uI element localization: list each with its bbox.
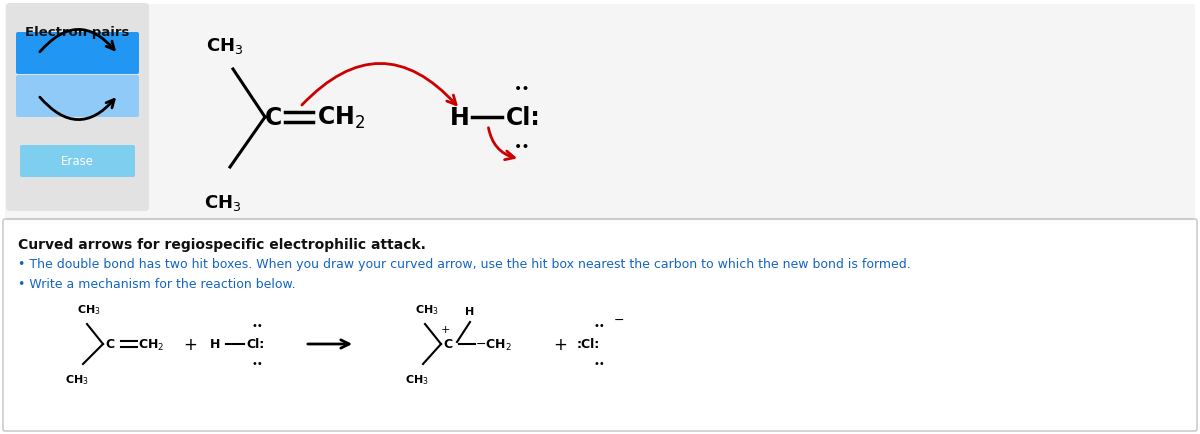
FancyBboxPatch shape [5,5,1195,220]
Text: $-$CH$_2$: $-$CH$_2$ [475,337,512,352]
Text: CH$_3$: CH$_3$ [77,302,101,316]
Text: CH$_3$: CH$_3$ [406,372,428,386]
FancyArrowPatch shape [488,128,515,160]
Text: +: + [553,335,566,353]
Text: H: H [466,306,475,316]
FancyBboxPatch shape [20,146,134,178]
Text: H: H [210,338,221,351]
Text: CH$_3$: CH$_3$ [415,302,439,316]
Text: +: + [184,335,197,353]
Text: Erase: Erase [60,155,94,168]
FancyBboxPatch shape [16,33,139,75]
Text: ••: •• [514,82,530,96]
Text: ••: •• [251,358,263,368]
Text: C: C [265,106,282,130]
Text: Cl:: Cl: [506,106,541,130]
Text: +: + [440,324,450,334]
Text: C: C [443,338,452,351]
Text: Curved arrows for regiospecific electrophilic attack.: Curved arrows for regiospecific electrop… [18,237,426,251]
Text: Cl:: Cl: [246,338,264,351]
Text: CH$_2$: CH$_2$ [138,337,164,352]
Text: • The double bond has two hit boxes. When you draw your curved arrow, use the hi: • The double bond has two hit boxes. Whe… [18,257,911,270]
Text: ••: •• [514,140,530,154]
Text: CH$_2$: CH$_2$ [317,105,365,131]
Text: ••: •• [593,358,605,368]
Text: H: H [450,106,469,130]
Text: Electron pairs: Electron pairs [25,26,130,39]
Text: • Write a mechanism for the reaction below.: • Write a mechanism for the reaction bel… [18,277,295,290]
Text: C: C [106,338,114,351]
FancyBboxPatch shape [6,4,149,211]
Text: ••: •• [251,320,263,330]
Text: −: − [613,313,624,326]
Text: ••: •• [593,320,605,330]
Text: CH$_3$: CH$_3$ [65,372,89,386]
Text: CH$_3$: CH$_3$ [206,36,244,56]
FancyBboxPatch shape [2,220,1198,431]
Text: :Cl:: :Cl: [577,338,600,351]
FancyBboxPatch shape [16,76,139,118]
Text: CH$_3$: CH$_3$ [204,193,241,213]
FancyArrowPatch shape [302,64,456,106]
